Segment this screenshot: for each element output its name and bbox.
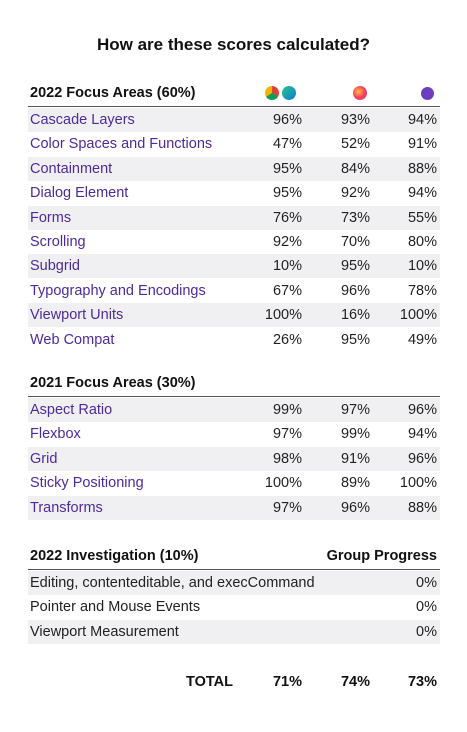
row-band	[28, 303, 440, 328]
row-value: 92%	[340, 185, 370, 202]
header-rule	[28, 396, 440, 397]
row-value: 78%	[407, 282, 437, 299]
row-value: 91%	[340, 450, 370, 467]
row-value: 0%	[416, 599, 437, 616]
row-name: Subgrid	[30, 258, 80, 275]
row-name: Containment	[30, 160, 113, 177]
row-name: Viewport Units	[30, 307, 124, 324]
row-value: 96%	[407, 450, 437, 467]
row-value: 100%	[399, 307, 437, 324]
header-rule	[28, 569, 440, 570]
row-value: 100%	[399, 475, 437, 492]
row-name: Cascade Layers	[30, 112, 135, 128]
row-value: 93%	[340, 112, 370, 128]
row-name: Aspect Ratio	[30, 402, 113, 418]
header-rule	[28, 106, 440, 107]
column-header: Group Progress	[326, 548, 437, 564]
total-value: 73%	[407, 674, 437, 690]
section-title: 2022 Focus Areas (60%)	[30, 85, 196, 101]
row-value: 91%	[407, 136, 437, 153]
row-value: 10%	[272, 258, 302, 275]
row-value: 49%	[407, 331, 437, 348]
row-value: 67%	[272, 282, 302, 299]
total-value: 71%	[272, 674, 302, 690]
section-title: 2022 Investigation (10%)	[30, 548, 199, 564]
row-value: 16%	[340, 307, 370, 324]
row-value: 97%	[272, 499, 302, 516]
row-value: 47%	[272, 136, 302, 153]
row-name: Flexbox	[30, 426, 81, 443]
row-value: 96%	[407, 402, 437, 418]
row-value: 55%	[407, 209, 437, 226]
row-value: 94%	[407, 112, 437, 128]
row-band	[28, 156, 440, 181]
row-value: 94%	[407, 185, 437, 202]
title: How are these scores calculated?	[96, 35, 371, 54]
total-value: 74%	[340, 674, 370, 690]
row-band	[28, 619, 440, 644]
row-value: 95%	[340, 258, 370, 275]
row-value: 10%	[407, 258, 437, 275]
row-value: 0%	[416, 575, 437, 591]
row-value: 52%	[340, 136, 370, 153]
row-value: 95%	[272, 160, 302, 177]
row-value: 92%	[272, 234, 302, 250]
row-band	[28, 108, 440, 132]
row-name: Dialog Element	[30, 185, 129, 202]
row-value: 96%	[272, 112, 302, 128]
chrome-icon	[265, 86, 279, 100]
row-name: Editing, contenteditable, and execComman…	[30, 575, 315, 591]
total-label: TOTAL	[186, 674, 233, 690]
row-value: 100%	[264, 307, 302, 324]
row-value: 95%	[272, 185, 302, 202]
row-value: 94%	[407, 426, 437, 443]
row-value: 0%	[416, 623, 437, 640]
row-value: 96%	[340, 282, 370, 299]
row-name: Web Compat	[30, 331, 115, 348]
row-value: 26%	[272, 331, 302, 348]
row-name: Transforms	[30, 499, 103, 516]
row-name: Color Spaces and Functions	[30, 136, 213, 153]
row-value: 84%	[340, 160, 370, 177]
row-band	[28, 398, 440, 422]
section-title: 2021 Focus Areas (30%)	[30, 375, 196, 391]
edge-icon	[282, 86, 296, 100]
row-name: Viewport Measurement	[30, 623, 179, 640]
row-value: 89%	[340, 475, 370, 492]
row-name: Forms	[30, 209, 72, 226]
row-value: 88%	[407, 160, 437, 177]
row-value: 76%	[272, 209, 302, 226]
safari-icon	[421, 87, 434, 100]
row-value: 100%	[264, 475, 302, 492]
row-name: Scrolling	[30, 234, 86, 250]
row-name: Typography and Encodings	[30, 282, 206, 299]
row-value: 70%	[340, 234, 370, 250]
row-name: Grid	[30, 450, 58, 467]
row-value: 97%	[272, 426, 302, 443]
row-value: 99%	[340, 426, 370, 443]
row-band	[28, 571, 440, 595]
firefox-icon	[353, 86, 367, 100]
row-value: 96%	[340, 499, 370, 516]
row-value: 73%	[340, 209, 370, 226]
row-value: 88%	[407, 499, 437, 516]
row-value: 97%	[340, 402, 370, 418]
row-band	[28, 446, 440, 471]
row-band	[28, 205, 440, 230]
row-name: Sticky Positioning	[30, 475, 144, 492]
row-value: 99%	[272, 402, 302, 418]
row-value: 80%	[407, 234, 437, 250]
row-value: 95%	[340, 331, 370, 348]
row-value: 98%	[272, 450, 302, 467]
row-name: Pointer and Mouse Events	[30, 599, 201, 616]
row-band	[28, 495, 440, 520]
row-band	[28, 254, 440, 279]
